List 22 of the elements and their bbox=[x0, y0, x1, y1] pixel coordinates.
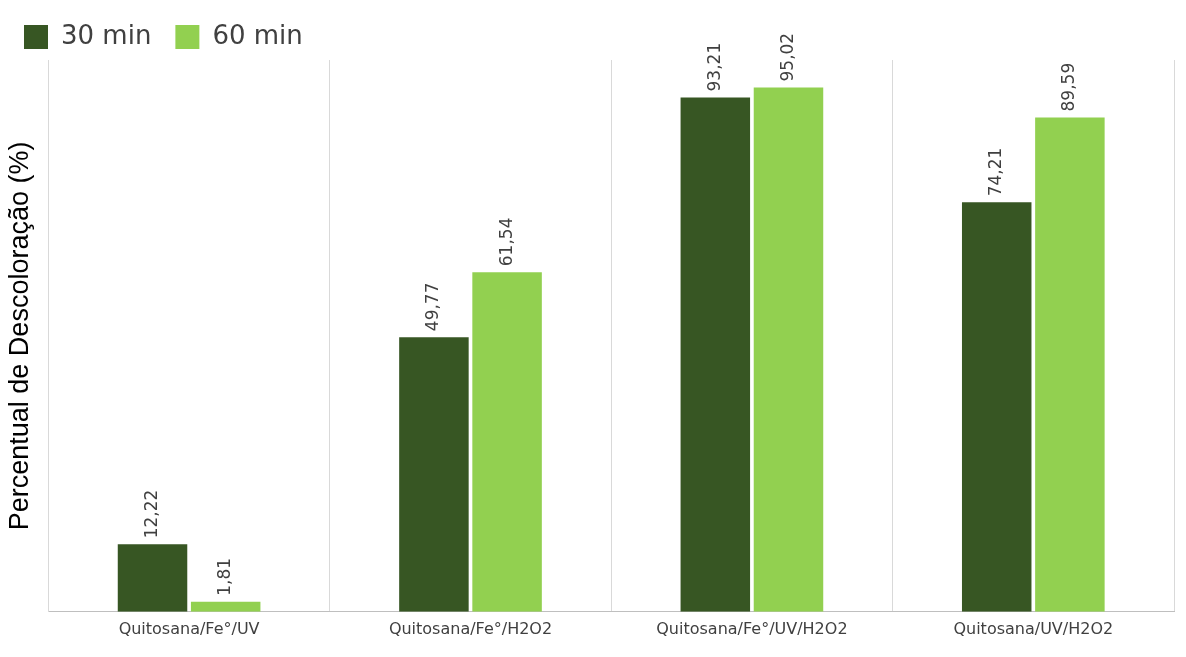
data-label: 61,54 bbox=[495, 217, 516, 267]
bar bbox=[472, 272, 542, 612]
x-tick-label: Quitosana/Fe°/UV/H2O2 bbox=[656, 618, 848, 638]
data-label: 49,77 bbox=[422, 282, 443, 332]
x-tick-label: Quitosana/Fe°/UV bbox=[118, 618, 260, 638]
x-tick-label: Quitosana/UV/H2O2 bbox=[953, 618, 1114, 638]
x-tick-label: Quitosana/Fe°/H2O2 bbox=[388, 618, 553, 638]
data-label: 1,81 bbox=[214, 557, 235, 596]
data-label: 95,02 bbox=[776, 32, 797, 82]
legend-label: 60 min bbox=[212, 19, 303, 50]
bar bbox=[680, 97, 751, 612]
data-label: 12,22 bbox=[140, 489, 161, 539]
bar bbox=[1035, 117, 1105, 612]
data-label: 74,21 bbox=[985, 147, 1006, 197]
data-label: 93,21 bbox=[703, 42, 724, 92]
y-axis-title: Percentual de Descoloração (%) bbox=[3, 141, 34, 531]
legend-label: 30 min bbox=[61, 19, 152, 50]
bar bbox=[399, 337, 469, 612]
bar bbox=[117, 544, 188, 612]
data-label: 89,59 bbox=[1058, 62, 1079, 112]
bar bbox=[753, 87, 824, 612]
bar bbox=[961, 202, 1032, 612]
